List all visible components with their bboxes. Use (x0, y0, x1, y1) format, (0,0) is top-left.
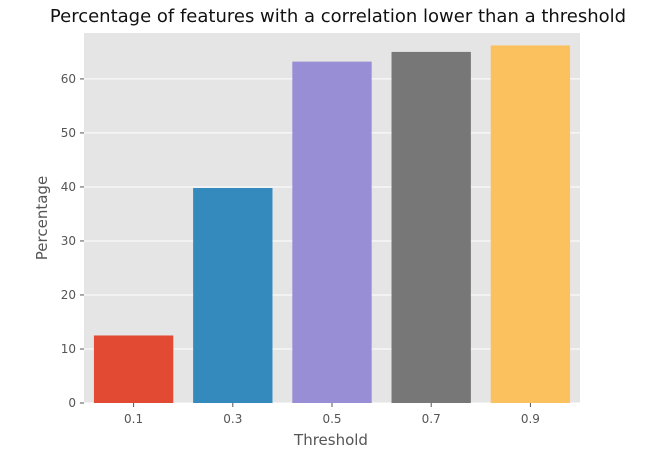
y-axis-label: Percentage (33, 176, 51, 260)
y-tick-label: 30 (61, 234, 76, 248)
y-tick-label: 50 (61, 126, 76, 140)
bar-0-3 (193, 188, 273, 403)
x-tick-label: 0.7 (422, 412, 441, 426)
x-tick-label: 0.9 (521, 412, 540, 426)
bar-0-1 (93, 335, 174, 403)
bar-0-9 (490, 45, 571, 403)
bar-0-5 (292, 61, 372, 403)
x-axis-label: Threshold (293, 431, 368, 449)
x-tick-label: 0.1 (124, 412, 143, 426)
y-axis-ticks: 0 10 20 30 40 50 60 (61, 72, 84, 410)
y-tick-label: 20 (61, 288, 76, 302)
y-tick-label: 60 (61, 72, 76, 86)
bars (93, 45, 571, 403)
chart-title: Percentage of features with a correlatio… (50, 6, 626, 27)
x-tick-label: 0.3 (223, 412, 242, 426)
x-tick-label: 0.5 (322, 412, 341, 426)
y-tick-label: 0 (68, 396, 76, 410)
x-axis-ticks: 0.1 0.3 0.5 0.7 0.9 (124, 403, 540, 426)
y-tick-label: 40 (61, 180, 76, 194)
bar-0-7 (391, 51, 471, 403)
y-tick-label: 10 (61, 342, 76, 356)
